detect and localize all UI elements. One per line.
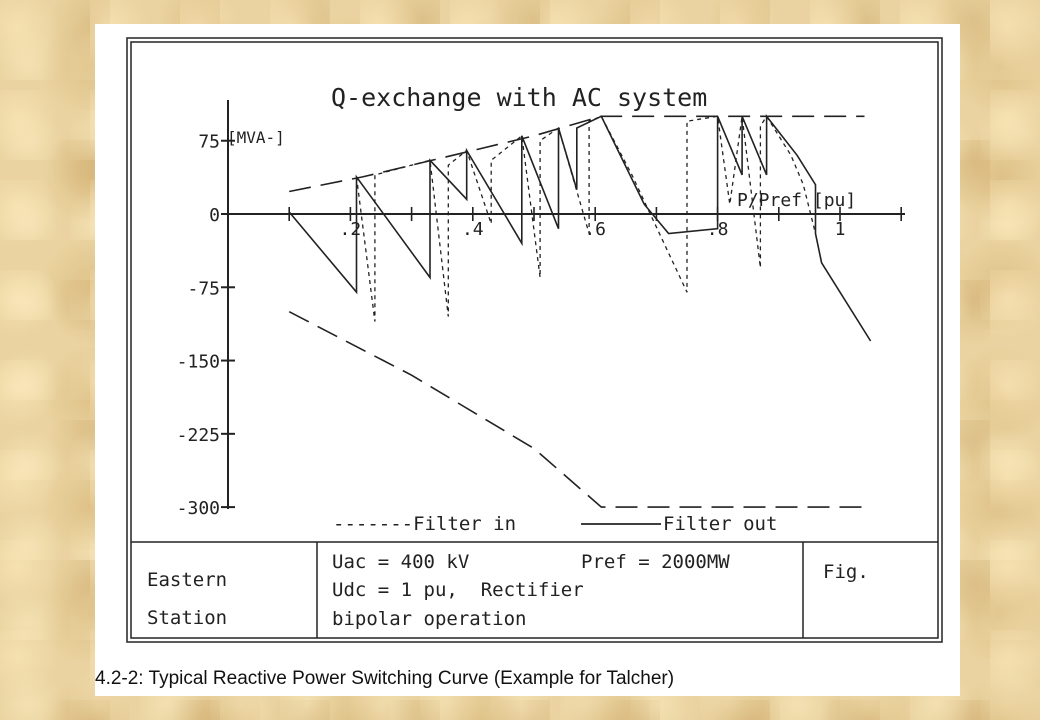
- param-pref: Pref = 2000MW: [581, 551, 730, 573]
- x-tick-label: 1: [835, 219, 846, 240]
- series-lower-limit: [288, 310, 865, 508]
- x-ticks: .2.4.6.8 1: [288, 207, 903, 240]
- slide: Q-exchange with AC system [MVA-] P/Pref …: [95, 24, 960, 696]
- inner-frame: [130, 41, 939, 639]
- y-axis-label: [MVA-]: [227, 128, 285, 147]
- x-axis-label: P/Pref [pu]: [737, 190, 856, 211]
- legend-filter-out: Filter out: [663, 513, 777, 535]
- legend-filter-in: -------Filter in: [333, 513, 516, 535]
- y-tick-label: -225: [177, 425, 220, 446]
- series-layer: [288, 113, 872, 508]
- x-tick-label: .4: [462, 219, 484, 240]
- y-tick-label: -150: [177, 352, 220, 373]
- series-upper-limit: [289, 115, 865, 193]
- param-uac: Uac = 400 kV: [332, 551, 469, 573]
- x-tick-label: .6: [584, 219, 606, 240]
- y-tick-label: -300: [177, 498, 220, 519]
- fig-label: Fig.: [823, 561, 869, 583]
- series-filter-in: [355, 115, 817, 322]
- y-ticks: 75 0 -75 -150 -225 -300: [177, 132, 235, 519]
- y-tick-label: 0: [209, 205, 220, 226]
- outer-frame: [126, 37, 943, 643]
- station-line-1: Eastern: [147, 569, 227, 591]
- y-tick-label: 75: [198, 132, 220, 153]
- chart-title: Q-exchange with AC system: [331, 83, 707, 112]
- param-operation: bipolar operation: [332, 608, 526, 630]
- x-tick-label: .2: [340, 219, 362, 240]
- chart: Q-exchange with AC system [MVA-] P/Pref …: [126, 37, 943, 643]
- y-tick-label: -75: [187, 278, 220, 299]
- series-filter-out: [288, 113, 872, 342]
- figure-caption: 4.2-2: Typical Reactive Power Switching …: [95, 668, 675, 689]
- param-udc: Udc = 1 pu, Rectifier: [332, 579, 584, 601]
- station-line-2: Station: [147, 607, 227, 629]
